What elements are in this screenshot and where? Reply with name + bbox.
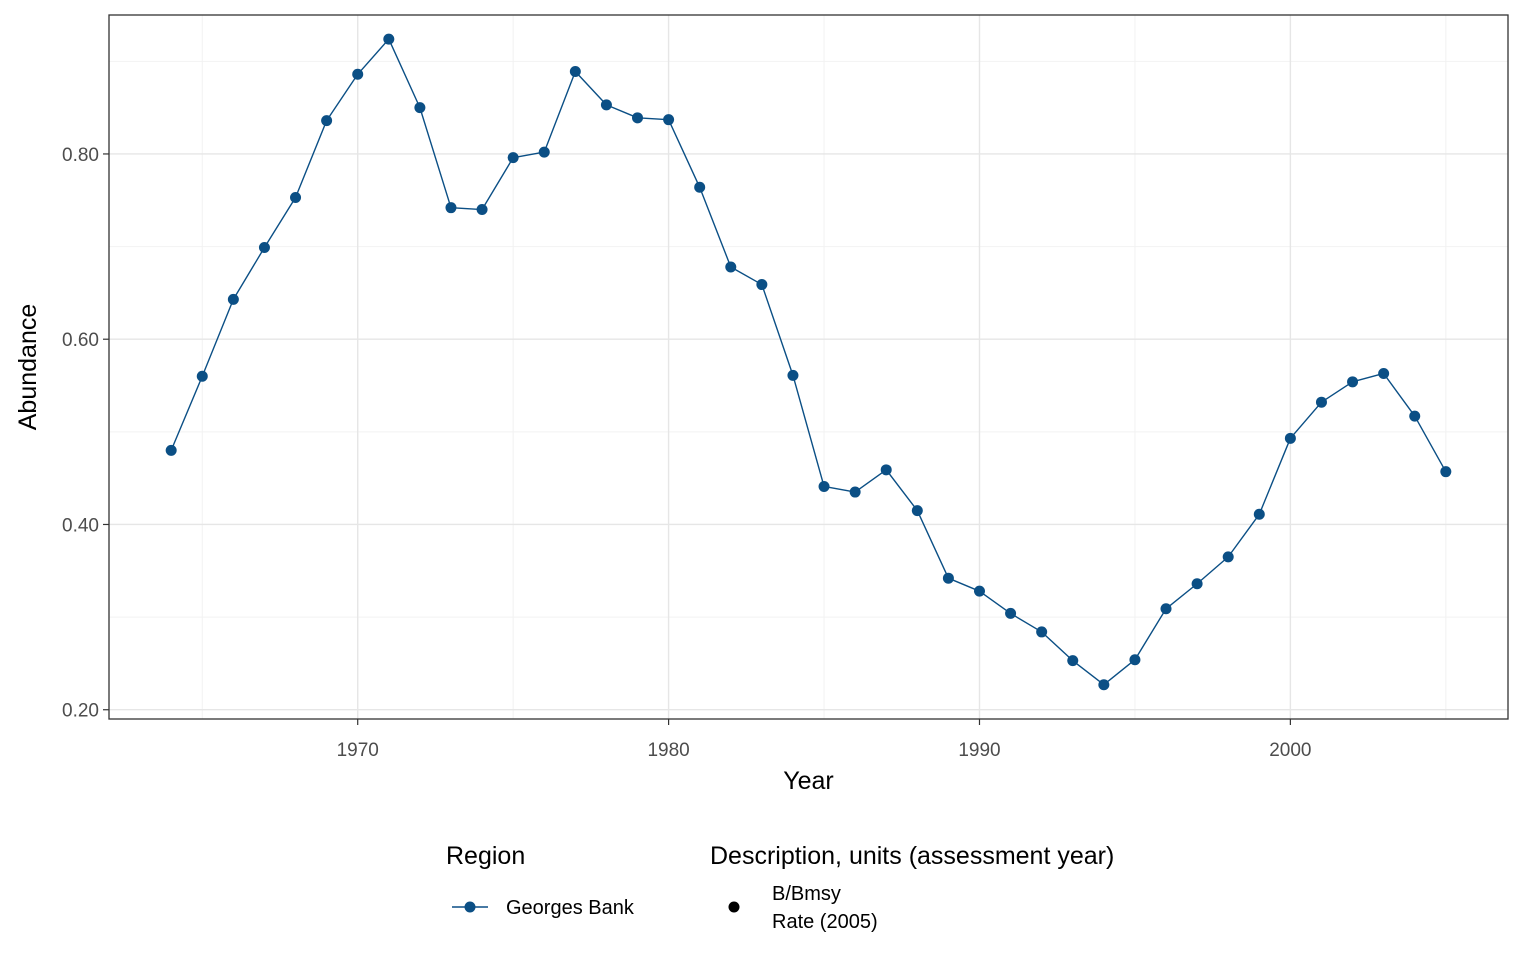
- data-point: [1098, 679, 1110, 691]
- data-point: [1036, 626, 1048, 638]
- data-point: [1253, 508, 1265, 520]
- x-axis-ticks: 1970 1980 1990 2000: [337, 719, 1312, 761]
- data-point: [880, 464, 892, 476]
- data-point: [321, 115, 333, 127]
- data-point: [476, 204, 488, 216]
- data-point: [1160, 603, 1172, 615]
- data-point: [663, 114, 675, 126]
- grid-major: [109, 15, 1508, 719]
- data-point: [911, 505, 923, 517]
- legend-region-title: Region: [446, 842, 525, 870]
- data-point: [694, 181, 706, 193]
- y-axis-ticks: 0.20 0.40 0.60 0.80: [62, 145, 109, 722]
- legend-region-item: Georges Bank: [506, 897, 635, 919]
- data-point: [196, 370, 208, 382]
- data-point: [1409, 410, 1421, 422]
- y-tick-label: 0.60: [62, 330, 99, 351]
- data-point: [600, 99, 612, 111]
- data-point: [849, 486, 861, 498]
- data-point: [1378, 367, 1390, 379]
- x-tick-label: 2000: [1269, 740, 1311, 761]
- data-point: [258, 242, 270, 254]
- grid-minor: [109, 15, 1508, 719]
- legend: Region Georges Bank Description, units (…: [446, 842, 1114, 933]
- x-tick-label: 1970: [337, 740, 379, 761]
- data-point: [538, 146, 550, 158]
- series-layer: [165, 33, 1452, 691]
- data-point: [756, 279, 768, 291]
- data-point: [1005, 607, 1017, 619]
- data-point: [818, 480, 830, 492]
- data-point: [352, 68, 364, 80]
- y-tick-label: 0.40: [62, 515, 99, 536]
- y-tick-label: 0.20: [62, 701, 99, 722]
- data-point: [227, 293, 239, 305]
- data-point: [1191, 578, 1203, 590]
- data-point: [1129, 654, 1141, 666]
- y-tick-label: 0.80: [62, 145, 99, 166]
- legend-region-key-point: [464, 901, 476, 913]
- data-point: [973, 585, 985, 597]
- data-point: [414, 102, 426, 114]
- data-point: [1222, 551, 1234, 563]
- data-point: [942, 572, 954, 584]
- data-point: [290, 191, 302, 203]
- legend-description-title: Description, units (assessment year): [710, 842, 1114, 870]
- panel-border: [108, 14, 1509, 720]
- x-tick-label: 1990: [958, 740, 1000, 761]
- series-line: [170, 38, 1447, 686]
- x-tick-label: 1980: [647, 740, 689, 761]
- data-point: [507, 152, 519, 164]
- data-point: [383, 33, 395, 45]
- data-point: [632, 112, 644, 124]
- data-point: [445, 202, 457, 214]
- legend-description-line2: Rate (2005): [772, 911, 878, 933]
- data-point: [1440, 466, 1452, 478]
- legend-description-line1: B/Bmsy: [772, 883, 841, 905]
- data-point: [1315, 396, 1327, 408]
- data-point: [1347, 376, 1359, 388]
- legend-description-key-point: [728, 901, 740, 913]
- data-point: [569, 66, 581, 78]
- y-axis-title: Abundance: [14, 304, 42, 431]
- data-point: [165, 444, 177, 456]
- data-point: [787, 369, 799, 381]
- data-point: [1284, 432, 1296, 444]
- data-point: [1067, 655, 1079, 667]
- x-axis-title: Year: [783, 767, 834, 795]
- data-point: [725, 261, 737, 273]
